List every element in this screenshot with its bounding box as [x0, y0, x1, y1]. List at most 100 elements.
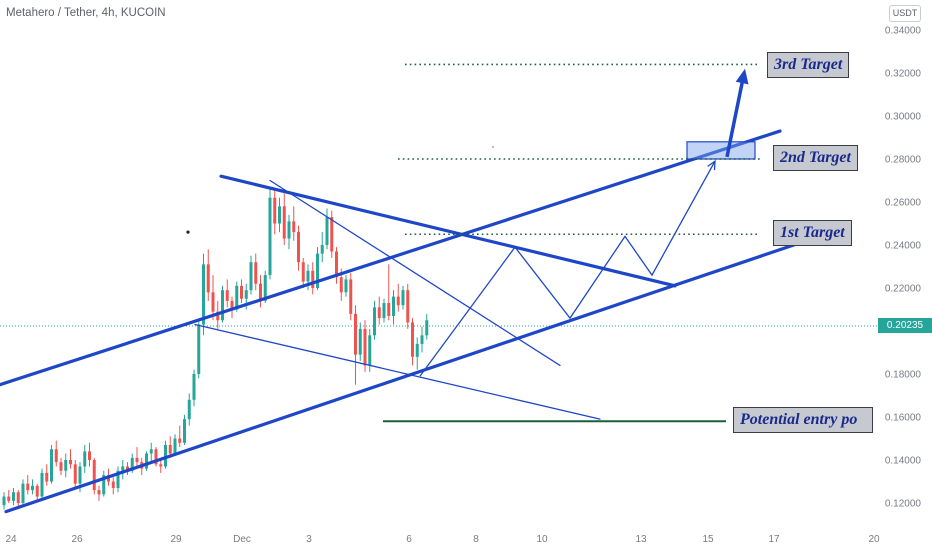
candle — [116, 466, 120, 493]
candle-body — [316, 253, 319, 288]
candle-body — [192, 374, 196, 400]
candle — [396, 283, 400, 312]
candle — [12, 487, 15, 506]
candle-body — [363, 328, 367, 366]
candle — [387, 264, 391, 321]
candle-body — [59, 462, 63, 471]
candle-body — [420, 335, 424, 344]
candle-body — [311, 270, 315, 288]
candle — [401, 285, 405, 310]
candle — [202, 253, 205, 336]
candle-body — [339, 277, 343, 293]
candle — [415, 337, 419, 370]
candle-body — [268, 197, 272, 276]
candle — [64, 453, 68, 478]
candle-body — [64, 460, 68, 471]
candle — [311, 262, 315, 295]
candle — [377, 296, 381, 325]
upper-channel-line — [0, 129, 782, 387]
candle-body — [377, 307, 381, 319]
candle — [187, 393, 191, 426]
currency-badge[interactable]: USDT — [889, 5, 921, 22]
candle-body — [187, 399, 191, 420]
candle-body — [50, 449, 53, 482]
descending-trendline — [219, 174, 677, 288]
y-tick-label: 0.34000 — [885, 26, 922, 37]
candle — [363, 320, 367, 372]
candle-body — [54, 449, 58, 463]
candle-body — [121, 466, 125, 471]
candle-body — [335, 251, 338, 278]
candle — [278, 197, 281, 233]
candle-body — [406, 290, 410, 323]
candle — [373, 300, 376, 340]
y-tick-label: 0.22000 — [885, 284, 922, 295]
candle-body — [168, 444, 172, 454]
y-tick-label: 0.26000 — [885, 198, 922, 209]
first-target-label[interactable]: 1st Target — [773, 220, 852, 246]
candle — [197, 320, 201, 379]
thin-lower-line — [194, 323, 601, 420]
candle-body — [111, 481, 115, 488]
candle-body — [354, 313, 357, 355]
candle — [425, 313, 429, 340]
candle — [354, 305, 357, 385]
candle — [368, 328, 372, 372]
candle — [21, 479, 25, 506]
candle-body — [164, 444, 167, 467]
projection-arrowhead — [707, 159, 716, 171]
projection-path — [419, 160, 716, 377]
third-target-label[interactable]: 3rd Target — [767, 52, 850, 78]
candle-body — [183, 419, 186, 443]
y-tick-label: 0.18000 — [885, 370, 922, 381]
candle — [50, 444, 53, 484]
target-arrow-head — [735, 68, 749, 85]
candle — [249, 255, 253, 295]
candle-body — [149, 449, 153, 454]
candle-body — [287, 221, 291, 239]
candle-body — [31, 485, 34, 491]
candle — [126, 462, 129, 476]
candle — [282, 193, 286, 245]
target-arrow-shaft — [725, 80, 745, 158]
candle — [349, 272, 353, 321]
y-tick-label: 0.28000 — [885, 155, 922, 166]
candle — [316, 247, 319, 291]
target-box — [686, 141, 756, 160]
thin-descending-trendline — [269, 179, 561, 367]
candle — [69, 449, 72, 469]
candle-body — [415, 343, 419, 357]
candle-body — [69, 460, 72, 465]
candle — [211, 275, 215, 321]
candle — [268, 186, 272, 280]
candle-body — [278, 206, 281, 224]
symbol-title: Metahero / Tether, 4h, KUCOIN — [6, 7, 166, 19]
candle-body — [206, 264, 210, 293]
x-tick-label: 15 — [702, 534, 714, 545]
candle-body — [330, 217, 334, 252]
candle — [221, 285, 224, 323]
candle — [254, 253, 258, 291]
drawings-layer — [0, 63, 802, 514]
candle — [406, 283, 410, 329]
x-tick-label: 10 — [536, 534, 548, 545]
entry-label[interactable]: Potential entry po — [733, 407, 873, 433]
candle — [335, 247, 338, 284]
candle-body — [320, 245, 324, 254]
second-target-label[interactable]: 2nd Target — [773, 145, 858, 171]
candle — [59, 457, 63, 476]
y-tick-label: 0.32000 — [885, 69, 922, 80]
x-tick-label: 20 — [868, 534, 880, 545]
candle — [297, 225, 300, 271]
candle-body — [401, 290, 405, 306]
candle-body — [202, 264, 205, 325]
candle — [31, 479, 34, 495]
x-tick-label: 24 — [5, 534, 17, 545]
candle-body — [325, 217, 329, 245]
candle-body — [7, 496, 11, 501]
x-tick-label: 8 — [473, 534, 479, 545]
candle-body — [145, 453, 148, 469]
candle — [420, 326, 424, 353]
candle-body — [396, 296, 400, 306]
